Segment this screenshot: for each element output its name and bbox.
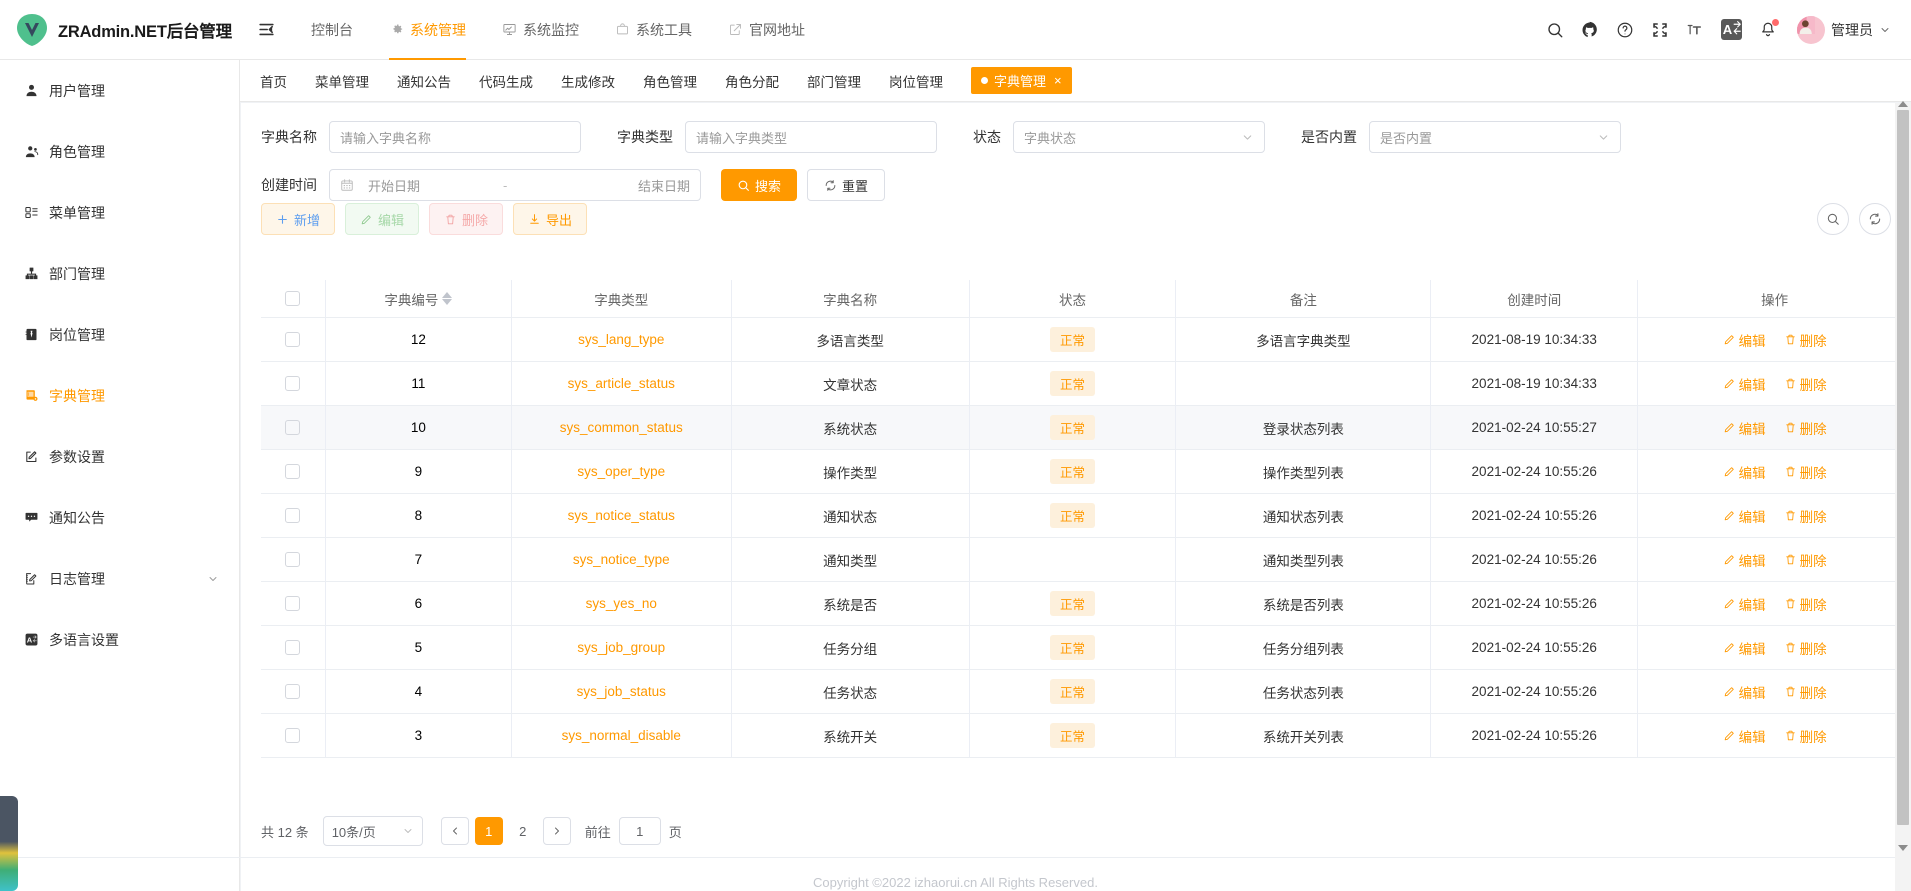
svg-text:A: A: [1723, 22, 1733, 37]
svg-text:A: A: [27, 635, 33, 644]
